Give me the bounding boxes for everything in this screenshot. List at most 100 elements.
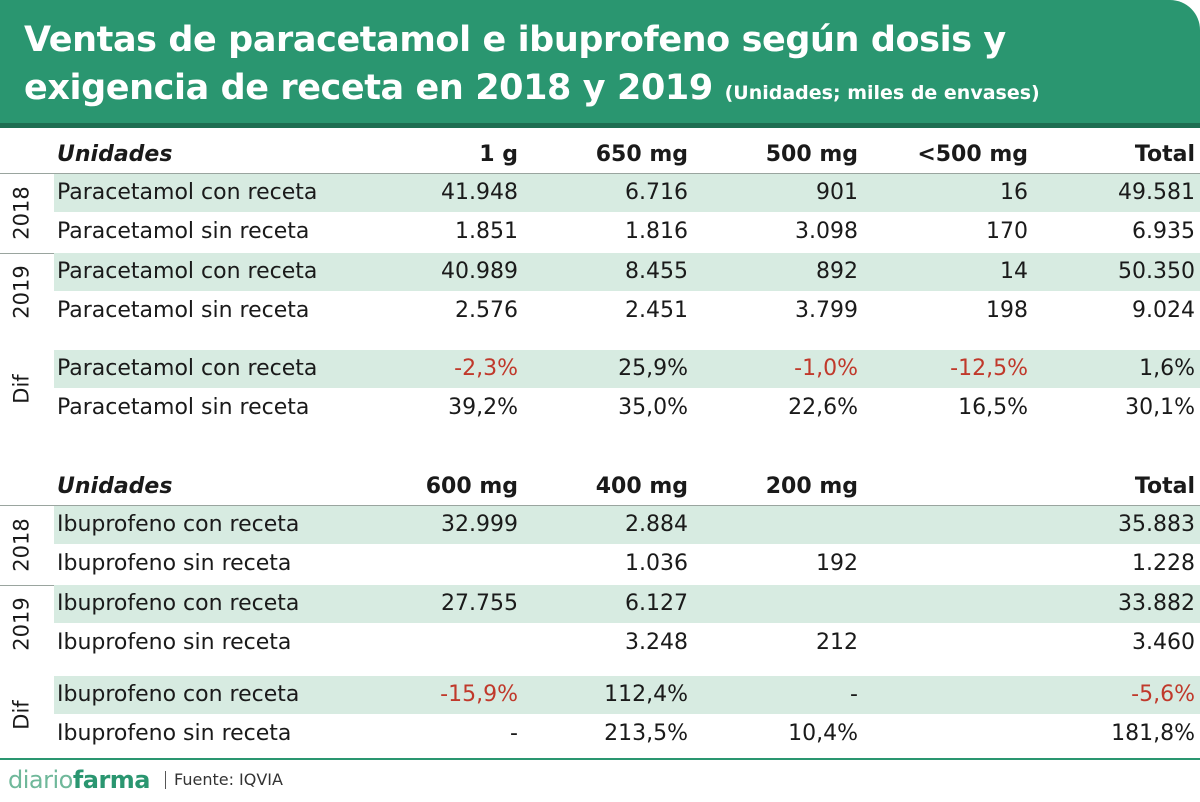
table-row: Paracetamol sin receta 1.851 1.816 3.098 170… <box>54 213 1200 251</box>
table-cell: 2.576 <box>455 298 518 323</box>
table-cell: 1.036 <box>625 551 688 576</box>
table-header-row: Unidades 1 g 650 mg 500 mg <500 mg Total <box>54 136 1200 174</box>
table-cell: 901 <box>816 180 858 205</box>
table-row: Paracetamol con receta 40.989 8.455 892 14 50… <box>54 253 1200 291</box>
table-cell: 6.127 <box>625 591 688 616</box>
table-cell: 198 <box>986 298 1028 323</box>
table-cell: -15,9% <box>440 682 518 707</box>
column-header: 1 g <box>479 142 518 167</box>
table-cell: 3.460 <box>1132 630 1195 655</box>
title-text: Ventas de paracetamol e ibuprofeno según… <box>24 20 1006 108</box>
table-cell: -12,5% <box>950 356 1028 381</box>
group-label-text: 2019 <box>10 597 35 651</box>
table-cell: 2.884 <box>625 512 688 537</box>
table-cell: 16 <box>1000 180 1028 205</box>
group-separator <box>0 505 1200 506</box>
group-label: 2018 <box>2 174 42 252</box>
table-cell: 27.755 <box>441 591 518 616</box>
table-cell: 170 <box>986 219 1028 244</box>
table-cell: 35,0% <box>618 395 688 420</box>
group-label: Dif <box>2 350 42 428</box>
table-cell <box>864 676 1028 714</box>
source-note: Fuente: IQVIA <box>165 771 283 789</box>
row-label: Ibuprofeno con receta <box>57 591 300 616</box>
table-cell: 892 <box>816 259 858 284</box>
table-row: Paracetamol sin receta 2.576 2.451 3.799 198… <box>54 292 1200 330</box>
row-label: Paracetamol sin receta <box>57 298 310 323</box>
logo: diariofarma <box>8 766 151 794</box>
table-cell: 6.935 <box>1132 219 1195 244</box>
table-cell: 192 <box>816 551 858 576</box>
table-row: Ibuprofeno sin receta - 213,5% 10,4% 181,8% <box>54 715 1200 753</box>
table-cell: 212 <box>816 630 858 655</box>
header-banner: Ventas de paracetamol e ibuprofeno según… <box>0 0 1200 128</box>
table-cell <box>694 506 858 544</box>
table-row: Ibuprofeno con receta 32.999 2.884 35.883 <box>54 506 1200 544</box>
group-label-text: 2019 <box>10 265 35 319</box>
table-cell: 112,4% <box>604 682 688 707</box>
table-row: Paracetamol sin receta 39,2% 35,0% 22,6% 16,… <box>54 389 1200 427</box>
table-cell <box>864 585 1028 623</box>
table-row: Ibuprofeno sin receta 1.036 192 1.228 <box>54 545 1200 583</box>
table-cell: 181,8% <box>1111 721 1195 746</box>
table-row: Ibuprofeno con receta -15,9% 112,4% - -5,6% <box>54 676 1200 714</box>
row-label: Paracetamol con receta <box>57 180 318 205</box>
table-cell <box>354 624 518 662</box>
row-label: Ibuprofeno sin receta <box>57 551 292 576</box>
group-label-text: 2018 <box>10 518 35 572</box>
column-header: 600 mg <box>425 474 518 499</box>
table-cell: 6.716 <box>625 180 688 205</box>
column-header: 500 mg <box>765 142 858 167</box>
table-cell: 1.816 <box>625 219 688 244</box>
row-label: Ibuprofeno con receta <box>57 682 300 707</box>
group-label-text: Dif <box>10 374 34 404</box>
table-cell: - <box>850 682 858 707</box>
table-cell: 33.882 <box>1118 591 1195 616</box>
row-label: Ibuprofeno sin receta <box>57 721 292 746</box>
table-cell <box>354 545 518 583</box>
table-cell <box>694 585 858 623</box>
group-separator <box>0 173 1200 174</box>
table-cell: 9.024 <box>1132 298 1195 323</box>
row-label: Ibuprofeno sin receta <box>57 630 292 655</box>
table-cell: -1,0% <box>794 356 858 381</box>
group-label: 2019 <box>2 253 42 331</box>
row-label: Paracetamol sin receta <box>57 395 310 420</box>
column-header: 400 mg <box>595 474 688 499</box>
group-label-text: Dif <box>10 700 34 730</box>
group-label: 2018 <box>2 506 42 584</box>
table-cell: 213,5% <box>604 721 688 746</box>
table-cell: 41.948 <box>441 180 518 205</box>
table-row: Ibuprofeno sin receta 3.248 212 3.460 <box>54 624 1200 662</box>
table-cell <box>864 715 1028 753</box>
group-label: Dif <box>2 676 42 754</box>
row-label: Paracetamol con receta <box>57 356 318 381</box>
chart-subtitle: (Unidades; miles de envases) <box>724 82 1040 104</box>
logo-part1: diario <box>8 766 73 794</box>
row-label: Paracetamol con receta <box>57 259 318 284</box>
row-label: Ibuprofeno con receta <box>57 512 300 537</box>
column-header: 200 mg <box>765 474 858 499</box>
table-cell: 14 <box>1000 259 1028 284</box>
logo-part2: farma <box>72 766 151 794</box>
column-header: <500 mg <box>917 142 1028 167</box>
table-cell: -2,3% <box>454 356 518 381</box>
group-label: 2019 <box>2 585 42 663</box>
footer: diariofarma Fuente: IQVIA <box>0 758 1200 802</box>
table-row: Ibuprofeno con receta 27.755 6.127 33.882 <box>54 585 1200 623</box>
column-header: 650 mg <box>595 142 688 167</box>
row-label: Paracetamol sin receta <box>57 219 310 244</box>
table-cell: 1.228 <box>1132 551 1195 576</box>
header-label: Unidades <box>57 142 173 167</box>
table-cell <box>864 545 1028 583</box>
table-cell: 35.883 <box>1118 512 1195 537</box>
table-cell: 49.581 <box>1118 180 1195 205</box>
column-header: Total <box>1134 474 1195 499</box>
table-cell: 25,9% <box>618 356 688 381</box>
table-cell: 2.451 <box>625 298 688 323</box>
table-cell: 10,4% <box>788 721 858 746</box>
table-header-row: Unidades 600 mg 400 mg 200 mg Total <box>54 468 1200 506</box>
table-cell <box>864 624 1028 662</box>
table-cell: 3.098 <box>795 219 858 244</box>
group-label-text: 2018 <box>10 186 35 240</box>
